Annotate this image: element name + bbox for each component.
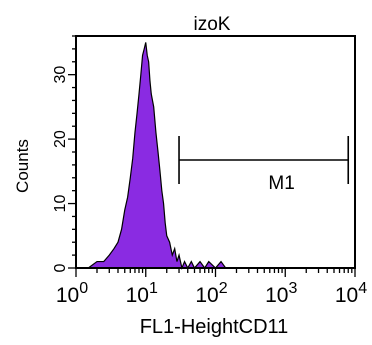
x-tick-base: 10 bbox=[195, 284, 218, 307]
x-tick-exponent: 2 bbox=[219, 280, 228, 297]
y-axis-label: Counts bbox=[13, 139, 32, 193]
x-tick-base: 10 bbox=[56, 284, 79, 307]
x-tick-label: 103 bbox=[265, 280, 297, 307]
y-tick-label: 30 bbox=[52, 66, 69, 84]
x-axis-label: FL1-HeightCD11 bbox=[140, 316, 289, 338]
m1-marker[interactable]: M1 bbox=[178, 136, 350, 194]
plot-frame bbox=[75, 35, 356, 269]
x-tick-label: 101 bbox=[126, 280, 158, 307]
x-tick-base: 10 bbox=[335, 284, 358, 307]
x-tick-exponent: 1 bbox=[149, 280, 158, 297]
histogram-area bbox=[86, 42, 355, 270]
y-tick-label: 10 bbox=[52, 195, 69, 213]
x-tick-base: 10 bbox=[126, 284, 149, 307]
x-tick-exponent: 4 bbox=[358, 280, 367, 297]
x-tick-base: 10 bbox=[265, 284, 288, 307]
chart-title: izoK bbox=[194, 14, 231, 35]
x-tick-label: 100 bbox=[56, 280, 88, 307]
y-tick-label: 20 bbox=[52, 130, 69, 148]
x-tick-exponent: 0 bbox=[79, 280, 88, 297]
x-tick-label: 104 bbox=[335, 280, 367, 307]
x-tick-exponent: 3 bbox=[288, 280, 297, 297]
y-tick-label: 0 bbox=[52, 263, 69, 272]
x-tick-label: 102 bbox=[195, 280, 227, 307]
y-ticks: 0 10 20 30 bbox=[52, 35, 76, 272]
marker-label: M1 bbox=[268, 173, 294, 194]
x-ticks: 100 101 102 103 104 bbox=[56, 268, 367, 307]
